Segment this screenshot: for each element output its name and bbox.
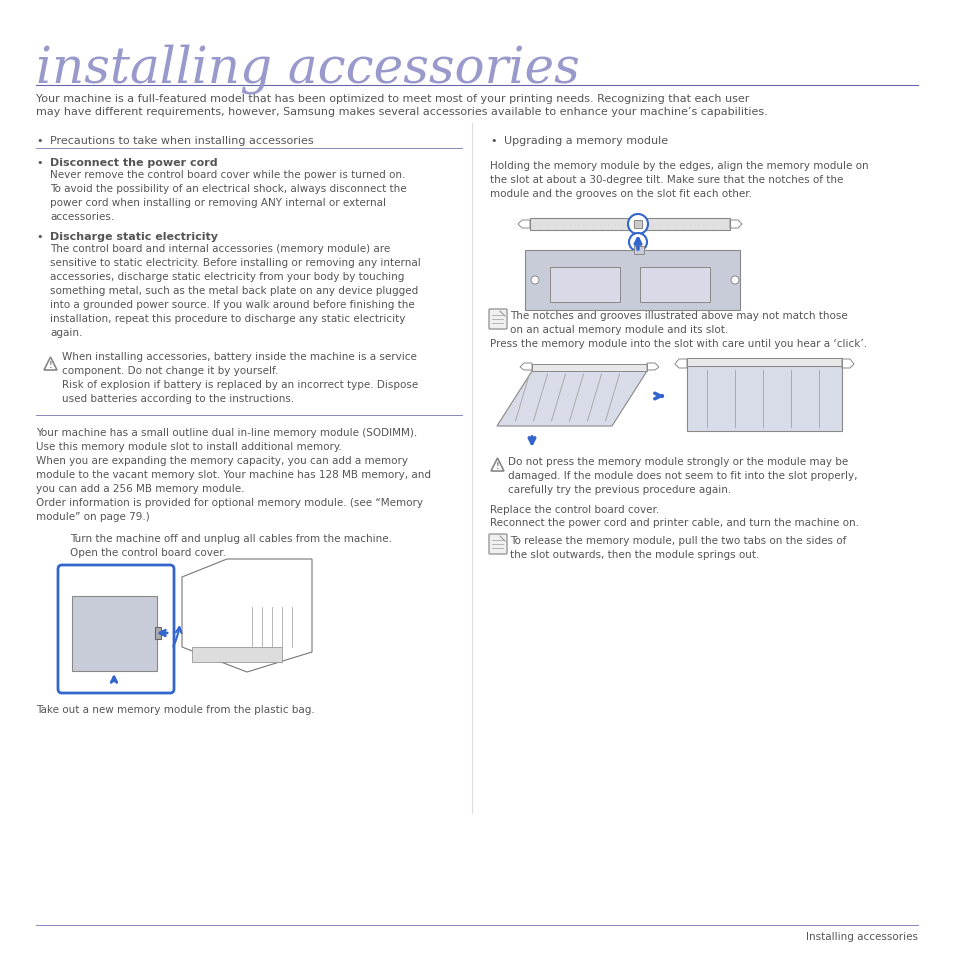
Text: .: . <box>667 223 668 227</box>
Text: .: . <box>621 223 623 227</box>
Bar <box>154 627 161 639</box>
Text: .: . <box>547 223 548 227</box>
Text: .: . <box>561 223 563 227</box>
Text: .: . <box>704 223 705 227</box>
Text: The control board and internal accessories (memory module) are
sensitive to stat: The control board and internal accessori… <box>50 244 420 337</box>
Text: When installing accessories, battery inside the machine is a service
component. : When installing accessories, battery ins… <box>62 352 417 403</box>
Text: Upgrading a memory module: Upgrading a memory module <box>503 136 667 146</box>
Text: .: . <box>599 223 600 227</box>
Text: Your machine has a small outline dual in-line memory module (SODIMM).
Use this m: Your machine has a small outline dual in… <box>36 428 431 521</box>
Text: !: ! <box>49 361 52 370</box>
Text: .: . <box>629 223 631 227</box>
Text: •: • <box>36 158 43 168</box>
Bar <box>192 647 282 662</box>
Circle shape <box>531 276 538 285</box>
Text: •: • <box>490 136 496 146</box>
Text: •: • <box>36 232 43 242</box>
Text: Reconnect the power cord and printer cable, and turn the machine on.: Reconnect the power cord and printer cab… <box>490 517 858 527</box>
Circle shape <box>628 233 646 252</box>
Bar <box>524 251 740 311</box>
Polygon shape <box>532 365 646 372</box>
Circle shape <box>730 276 739 285</box>
Text: .: . <box>637 223 638 227</box>
Text: .: . <box>569 223 571 227</box>
FancyBboxPatch shape <box>489 535 506 555</box>
Text: .: . <box>689 223 690 227</box>
Bar <box>686 358 841 367</box>
Polygon shape <box>497 372 646 427</box>
Text: .: . <box>652 223 653 227</box>
Text: Do not press the memory module strongly or the module may be
damaged. If the mod: Do not press the memory module strongly … <box>507 456 857 495</box>
Text: .: . <box>539 223 540 227</box>
Text: .: . <box>592 223 593 227</box>
Text: Discharge static electricity: Discharge static electricity <box>50 232 218 242</box>
Text: may have different requirements, however, Samsung makes several accessories avai: may have different requirements, however… <box>36 107 767 117</box>
Text: •: • <box>36 136 43 146</box>
Circle shape <box>627 214 647 234</box>
Text: .: . <box>607 223 608 227</box>
FancyBboxPatch shape <box>58 565 173 693</box>
Text: .: . <box>532 223 533 227</box>
Text: .: . <box>659 223 660 227</box>
Text: .: . <box>584 223 585 227</box>
Bar <box>639 268 709 303</box>
Text: To release the memory module, pull the two tabs on the sides of
the slot outward: To release the memory module, pull the t… <box>510 536 845 559</box>
Text: Press the memory module into the slot with care until you hear a ‘click’.: Press the memory module into the slot wi… <box>490 338 866 349</box>
Text: .: . <box>615 223 616 227</box>
Text: .: . <box>577 223 578 227</box>
Text: !: ! <box>496 462 498 471</box>
Text: installing accessories: installing accessories <box>36 44 579 93</box>
Text: Take out a new memory module from the plastic bag.: Take out a new memory module from the pl… <box>36 704 314 714</box>
Bar <box>634 221 641 229</box>
FancyBboxPatch shape <box>489 310 506 330</box>
Text: .: . <box>697 223 698 227</box>
Text: .: . <box>712 223 713 227</box>
Text: The notches and grooves illustrated above may not match those
on an actual memor: The notches and grooves illustrated abov… <box>510 311 847 335</box>
Text: Precautions to take when installing accessories: Precautions to take when installing acce… <box>50 136 314 146</box>
Bar <box>550 268 619 303</box>
Text: .: . <box>674 223 676 227</box>
Text: Your machine is a full-featured model that has been optimized to meet most of yo: Your machine is a full-featured model th… <box>36 94 749 104</box>
Bar <box>71 597 157 671</box>
Text: .: . <box>555 223 556 227</box>
Text: .: . <box>681 223 683 227</box>
Text: Disconnect the power cord: Disconnect the power cord <box>50 158 217 168</box>
Text: Replace the control board cover.: Replace the control board cover. <box>490 504 659 515</box>
Text: .: . <box>644 223 645 227</box>
Bar <box>686 367 841 432</box>
Bar <box>634 247 643 254</box>
Text: Turn the machine off and unplug all cables from the machine.
Open the control bo: Turn the machine off and unplug all cabl… <box>70 534 392 558</box>
Bar <box>530 219 729 231</box>
Text: Installing accessories: Installing accessories <box>805 931 917 941</box>
Text: Holding the memory module by the edges, align the memory module on
the slot at a: Holding the memory module by the edges, … <box>490 161 868 199</box>
Text: Never remove the control board cover while the power is turned on.
To avoid the : Never remove the control board cover whi… <box>50 170 406 222</box>
